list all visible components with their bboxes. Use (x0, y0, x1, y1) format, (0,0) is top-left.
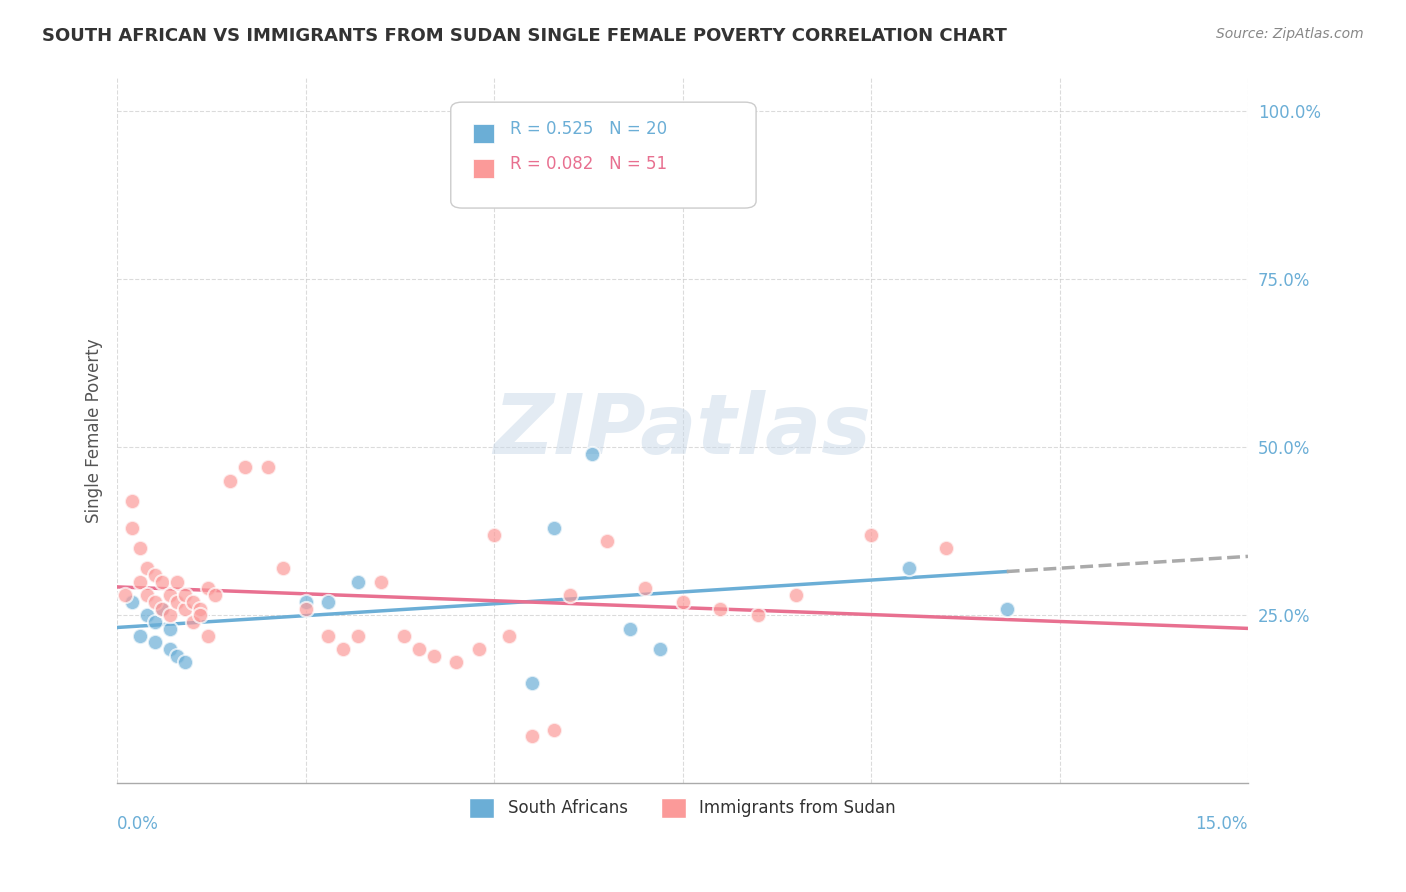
Text: R = 0.525   N = 20: R = 0.525 N = 20 (509, 120, 666, 138)
Point (498, 629, 520, 643)
Point (347, 574, 370, 589)
Point (181, 615, 204, 629)
Point (423, 648, 446, 663)
Point (136, 588, 159, 602)
Point (121, 494, 143, 508)
Point (747, 608, 769, 623)
Point (166, 648, 188, 663)
Point (370, 574, 392, 589)
Point (174, 601, 197, 615)
Point (468, 642, 491, 657)
Point (143, 635, 166, 649)
Point (408, 642, 430, 657)
Point (121, 521, 143, 535)
Point (128, 629, 150, 643)
Point (543, 521, 565, 535)
FancyBboxPatch shape (474, 160, 494, 178)
Point (204, 588, 226, 602)
Point (316, 595, 339, 609)
Point (128, 574, 150, 589)
Point (392, 629, 415, 643)
Point (543, 723, 565, 737)
Point (136, 608, 159, 623)
Point (136, 561, 159, 575)
Point (347, 629, 370, 643)
Text: ZIPatlas: ZIPatlas (494, 390, 872, 471)
Point (174, 656, 197, 670)
Point (152, 601, 174, 615)
Point (294, 595, 316, 609)
Point (152, 574, 174, 589)
Point (294, 601, 316, 615)
Point (197, 582, 219, 596)
FancyBboxPatch shape (451, 103, 756, 208)
Point (159, 588, 181, 602)
Point (233, 460, 256, 475)
Point (143, 595, 166, 609)
Text: 15.0%: 15.0% (1195, 815, 1249, 833)
Point (143, 615, 166, 629)
Point (197, 629, 219, 643)
Point (520, 730, 543, 744)
Point (446, 656, 468, 670)
Point (121, 595, 143, 609)
Point (332, 642, 354, 657)
Text: R = 0.082   N = 51: R = 0.082 N = 51 (509, 155, 666, 173)
Point (159, 608, 181, 623)
Point (159, 642, 181, 657)
Point (188, 601, 211, 615)
Point (166, 574, 188, 589)
Point (520, 675, 543, 690)
Point (271, 561, 294, 575)
Point (596, 534, 619, 549)
Point (114, 588, 136, 602)
Point (482, 527, 505, 541)
Legend: South Africans, Immigrants from Sudan: South Africans, Immigrants from Sudan (463, 791, 903, 824)
Point (219, 474, 242, 488)
Point (897, 561, 920, 575)
Point (619, 622, 641, 636)
Y-axis label: Single Female Poverty: Single Female Poverty (86, 338, 103, 523)
Point (159, 622, 181, 636)
Point (581, 447, 603, 461)
Point (128, 541, 150, 556)
Point (634, 582, 657, 596)
Point (166, 595, 188, 609)
Point (188, 608, 211, 623)
FancyBboxPatch shape (474, 124, 494, 143)
Point (671, 595, 693, 609)
Point (709, 601, 731, 615)
Point (143, 568, 166, 582)
Point (181, 595, 204, 609)
Point (995, 601, 1018, 615)
Point (785, 588, 807, 602)
Text: Source: ZipAtlas.com: Source: ZipAtlas.com (1216, 27, 1364, 41)
Text: SOUTH AFRICAN VS IMMIGRANTS FROM SUDAN SINGLE FEMALE POVERTY CORRELATION CHART: SOUTH AFRICAN VS IMMIGRANTS FROM SUDAN S… (42, 27, 1007, 45)
Point (558, 588, 581, 602)
Point (174, 588, 197, 602)
Point (316, 629, 339, 643)
Text: 0.0%: 0.0% (117, 815, 159, 833)
Point (152, 601, 174, 615)
Point (257, 460, 280, 475)
Point (860, 527, 883, 541)
Point (648, 642, 671, 657)
Point (935, 541, 957, 556)
